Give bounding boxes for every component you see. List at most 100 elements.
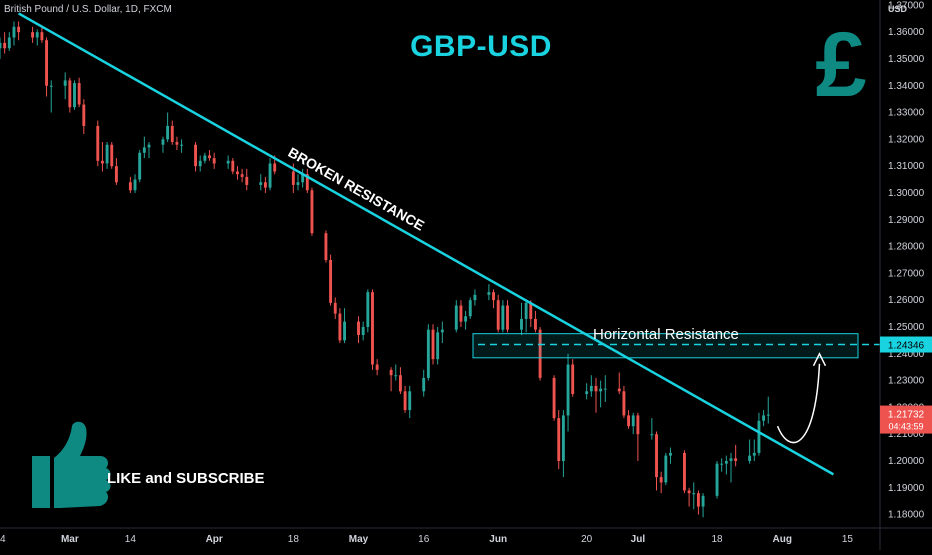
- candle: [696, 490, 700, 515]
- candle-body: [49, 85, 53, 87]
- y-tick-label: 1.19000: [888, 483, 925, 494]
- candle: [748, 439, 752, 464]
- candle-body: [696, 493, 700, 507]
- candle: [459, 300, 463, 327]
- candle: [175, 136, 179, 151]
- candle-body: [687, 490, 691, 494]
- chart-title: GBP-USD: [410, 30, 552, 63]
- x-tick-label: May: [349, 534, 369, 545]
- candle-body: [459, 305, 463, 322]
- candle-body: [273, 163, 277, 172]
- candle: [534, 310, 537, 333]
- candle-body: [12, 26, 16, 38]
- candle-body: [622, 391, 626, 416]
- candle: [114, 158, 118, 185]
- candle: [329, 254, 333, 306]
- candle-body: [296, 182, 300, 185]
- candle: [762, 410, 766, 427]
- candle: [692, 482, 696, 510]
- candle-body: [557, 418, 561, 461]
- candle-body: [194, 144, 197, 167]
- candle: [198, 155, 202, 172]
- x-tick-label: 16: [418, 534, 430, 545]
- candle: [538, 326, 542, 381]
- candle: [333, 297, 337, 319]
- candle: [659, 471, 663, 494]
- candle: [17, 21, 21, 41]
- candle: [203, 152, 207, 164]
- candle: [617, 372, 621, 394]
- candle: [557, 410, 561, 470]
- candle-body: [170, 125, 174, 143]
- candle-body: [487, 292, 491, 295]
- candle: [133, 174, 137, 193]
- candle-body: [375, 364, 379, 370]
- candle: [757, 412, 761, 456]
- candle-body: [492, 292, 495, 301]
- candle-body: [506, 305, 509, 330]
- candle-body: [734, 458, 738, 461]
- candle: [82, 99, 86, 135]
- candle-body: [100, 160, 104, 164]
- candle: [664, 452, 668, 486]
- y-tick-label: 1.18000: [888, 510, 925, 521]
- candle: [161, 136, 165, 153]
- candle: [324, 230, 328, 263]
- candle: [194, 142, 197, 172]
- candle: [343, 308, 346, 344]
- x-tick-label: 14: [0, 534, 6, 545]
- candle-body: [161, 139, 165, 145]
- current-price-text: 1.21732: [888, 410, 925, 421]
- candle-body: [114, 166, 118, 183]
- candle-body: [496, 300, 500, 330]
- candle-body: [110, 144, 114, 167]
- candle: [77, 77, 81, 108]
- candle: [454, 300, 458, 333]
- candle-body: [599, 388, 603, 392]
- candle: [305, 168, 309, 193]
- candle-body: [31, 32, 35, 38]
- candle-body: [683, 452, 686, 491]
- candle: [492, 289, 495, 309]
- candle: [636, 412, 640, 461]
- candle: [734, 444, 738, 467]
- candle: [622, 385, 626, 419]
- candle-body: [68, 80, 72, 108]
- candle-body: [720, 463, 724, 465]
- x-tick-label: Mar: [61, 534, 79, 545]
- candle-body: [529, 302, 533, 319]
- candle-body: [692, 493, 696, 495]
- candle: [268, 158, 272, 191]
- candle: [180, 139, 184, 153]
- candle: [96, 120, 100, 167]
- candle: [496, 294, 500, 333]
- candle-body: [426, 329, 430, 378]
- candle-body: [231, 160, 235, 172]
- candle: [212, 152, 216, 169]
- candle-body: [105, 144, 109, 164]
- candle-body: [748, 455, 752, 461]
- candle-body: [180, 144, 184, 146]
- x-tick-label: 18: [711, 534, 723, 545]
- like-subscribe-text: LIKE and SUBSCRIBE: [107, 470, 265, 487]
- y-tick-label: 1.23000: [888, 376, 925, 387]
- candle: [752, 439, 756, 461]
- x-tick-label: Jul: [631, 534, 646, 545]
- candle: [147, 142, 151, 159]
- candle: [655, 431, 658, 491]
- y-tick-label: 1.25000: [888, 322, 925, 333]
- candle: [7, 32, 11, 51]
- candle-body: [45, 40, 49, 86]
- candle-body: [627, 415, 631, 427]
- candle: [100, 142, 104, 172]
- candle: [501, 300, 505, 333]
- candle-body: [236, 171, 239, 175]
- candle-body: [343, 321, 346, 341]
- candle-body: [371, 292, 374, 365]
- candle: [394, 364, 398, 381]
- candle: [245, 168, 249, 191]
- candle: [68, 77, 72, 113]
